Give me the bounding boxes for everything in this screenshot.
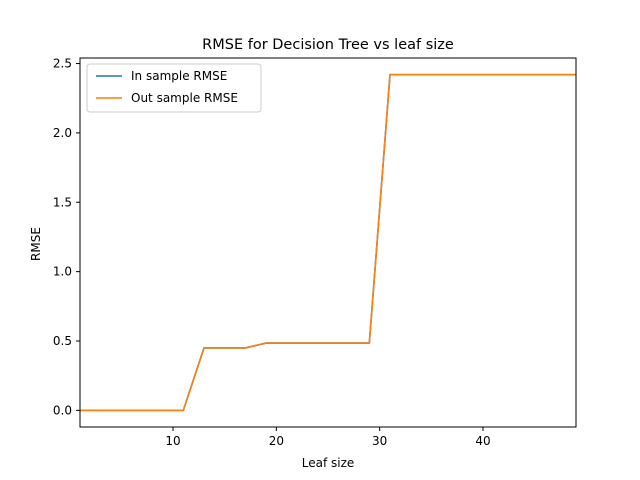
series-line-2 (80, 73, 576, 412)
x-tick-label: 40 (475, 434, 490, 448)
x-tick-label: 20 (269, 434, 284, 448)
x-axis-label: Leaf size (302, 456, 355, 470)
plot-area: 10 20 30 40 0.0 0.5 1.0 1.5 2.0 2.5 In sample RMSE… (53, 57, 577, 448)
axes-frame (79, 57, 577, 428)
legend: In sample RMSE Out sample RMSE (86, 63, 262, 113)
y-tick-label: 0.0 (53, 403, 72, 417)
y-tick-label: 2.5 (53, 57, 72, 71)
y-tick-label: 1.5 (53, 195, 72, 209)
x-tick-label: 30 (372, 434, 387, 448)
y-axis-label: RMSE (29, 227, 43, 261)
legend-label-2: Out sample RMSE (131, 91, 238, 105)
x-tick-label: 10 (165, 434, 180, 448)
legend-box (86, 63, 262, 113)
legend-label-1: In sample RMSE (131, 69, 227, 83)
chart-title: RMSE for Decision Tree vs leaf size (202, 37, 454, 53)
y-tick-label: 0.5 (53, 334, 72, 348)
y-tick-label: 2.0 (53, 126, 72, 140)
y-tick-label: 1.0 (53, 265, 72, 279)
